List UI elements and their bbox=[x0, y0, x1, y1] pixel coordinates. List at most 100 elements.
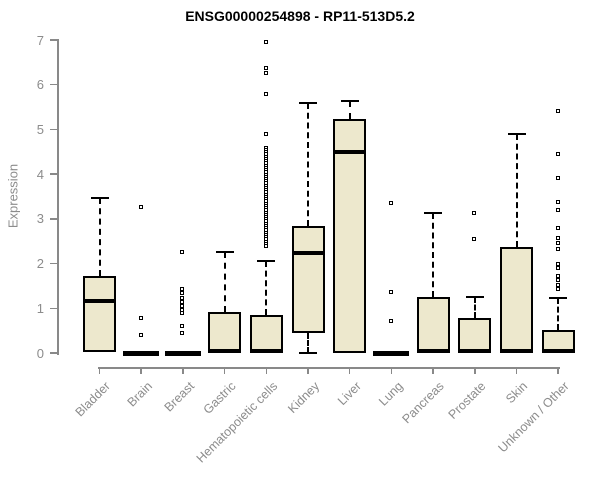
y-axis-tick bbox=[50, 128, 57, 131]
upper-whisker-cap-bladder bbox=[90, 197, 109, 200]
upper-whisker-cap-prostate bbox=[465, 296, 484, 299]
y-tick-label: 6 bbox=[36, 77, 44, 93]
x-axis-tick bbox=[307, 367, 309, 374]
box-kidney bbox=[291, 226, 325, 333]
median-line-liver bbox=[333, 149, 367, 154]
upper-whisker-gastric bbox=[223, 252, 226, 312]
outlier-point-breast bbox=[180, 331, 185, 336]
y-tick-label: 2 bbox=[36, 256, 44, 272]
outlier-point-hematopoietic-cells bbox=[263, 92, 268, 97]
chart-title: ENSG00000254898 - RP11-513D5.2 bbox=[185, 8, 415, 24]
collapsed-box-breast bbox=[164, 350, 201, 356]
outlier-point-unknown-other bbox=[555, 199, 560, 204]
outlier-point-lung bbox=[388, 319, 393, 324]
outlier-point-unknown-other bbox=[555, 208, 560, 213]
outlier-point-unknown-other bbox=[555, 151, 560, 156]
box-pancreas bbox=[416, 297, 450, 353]
y-axis-tick bbox=[50, 307, 57, 310]
y-tick-label: 1 bbox=[36, 300, 44, 316]
collapsed-box-lung bbox=[373, 350, 410, 356]
x-category-label: Prostate bbox=[445, 379, 489, 422]
outlier-point-hematopoietic-cells bbox=[263, 132, 268, 137]
outlier-point-unknown-other bbox=[555, 278, 560, 283]
median-line-prostate bbox=[458, 348, 492, 353]
x-category-label: Gastric bbox=[200, 379, 239, 417]
outlier-point-breast bbox=[180, 291, 185, 296]
x-category-label: Hematopoietic cells bbox=[193, 379, 281, 466]
upper-whisker-cap-gastric bbox=[215, 251, 234, 254]
outlier-point-brain bbox=[138, 332, 143, 337]
outlier-point-lung bbox=[388, 290, 393, 295]
outlier-point-unknown-other bbox=[555, 265, 560, 270]
upper-whisker-cap-unknown-other bbox=[549, 297, 568, 300]
y-axis-tick bbox=[50, 262, 57, 265]
outlier-point-unknown-other bbox=[555, 282, 560, 287]
upper-whisker-prostate bbox=[473, 297, 476, 319]
median-line-skin bbox=[500, 348, 533, 353]
outlier-point-breast bbox=[180, 310, 185, 315]
median-line-gastric bbox=[208, 348, 242, 353]
upper-whisker-pancreas bbox=[432, 213, 435, 298]
upper-whisker-skin bbox=[515, 134, 518, 248]
outlier-point-breast bbox=[180, 300, 185, 305]
y-axis-tick bbox=[50, 173, 57, 175]
box-bladder bbox=[83, 276, 116, 352]
upper-whisker-cap-skin bbox=[507, 133, 526, 136]
outlier-point-hematopoietic-cells bbox=[263, 244, 268, 249]
outlier-point-breast bbox=[180, 323, 185, 328]
upper-whisker-kidney bbox=[307, 102, 309, 226]
y-tick-label: 3 bbox=[36, 211, 44, 227]
x-axis-tick bbox=[432, 367, 434, 374]
outlier-point-brain bbox=[138, 205, 143, 210]
box-liver bbox=[333, 119, 367, 353]
x-axis-tick bbox=[515, 367, 518, 374]
median-line-unknown-other bbox=[541, 348, 575, 353]
median-line-hematopoietic-cells bbox=[249, 348, 283, 353]
lower-whisker-kidney bbox=[307, 332, 309, 353]
x-category-label: Bladder bbox=[73, 379, 114, 420]
x-axis-tick bbox=[182, 367, 184, 374]
outlier-point-hematopoietic-cells bbox=[263, 39, 268, 44]
median-line-bladder bbox=[83, 298, 116, 303]
x-axis-tick bbox=[223, 367, 226, 374]
upper-whisker-liver bbox=[348, 100, 351, 120]
y-axis-tick bbox=[50, 83, 57, 86]
outlier-point-brain bbox=[138, 315, 143, 320]
x-category-label: Brain bbox=[124, 379, 156, 410]
outlier-point-lung bbox=[388, 200, 393, 205]
y-tick-label: 5 bbox=[36, 121, 44, 137]
outlier-point-prostate bbox=[472, 211, 477, 216]
median-line-pancreas bbox=[416, 348, 450, 353]
box-gastric bbox=[208, 311, 242, 353]
upper-whisker-cap-liver bbox=[340, 99, 359, 102]
outlier-point-breast bbox=[180, 304, 185, 309]
upper-whisker-unknown-other bbox=[557, 298, 560, 330]
outlier-point-unknown-other bbox=[555, 273, 560, 278]
outlier-point-unknown-other bbox=[555, 175, 560, 180]
x-category-label: Skin bbox=[503, 379, 531, 407]
upper-whisker-bladder bbox=[98, 198, 101, 277]
upper-whisker-hematopoietic-cells bbox=[265, 261, 268, 315]
y-tick-label: 0 bbox=[36, 345, 44, 361]
outlier-point-hematopoietic-cells bbox=[263, 65, 268, 70]
outlier-point-breast bbox=[180, 295, 185, 300]
median-line-kidney bbox=[291, 250, 325, 255]
upper-whisker-cap-hematopoietic-cells bbox=[257, 260, 276, 263]
x-axis-tick bbox=[557, 367, 559, 374]
y-tick-label: 7 bbox=[36, 32, 44, 48]
y-axis-tick bbox=[50, 218, 57, 220]
upper-whisker-cap-pancreas bbox=[424, 212, 443, 215]
box-prostate bbox=[458, 318, 492, 353]
outlier-point-unknown-other bbox=[555, 246, 560, 251]
outlier-point-prostate bbox=[472, 236, 477, 241]
x-category-label: Breast bbox=[161, 379, 197, 415]
upper-whisker-cap-kidney bbox=[299, 101, 317, 104]
x-axis-tick bbox=[98, 367, 101, 374]
outlier-point-unknown-other bbox=[555, 225, 560, 230]
outlier-point-unknown-other bbox=[555, 109, 560, 114]
x-axis-tick bbox=[265, 367, 268, 374]
outlier-point-unknown-other bbox=[555, 287, 560, 291]
x-axis-tick bbox=[474, 367, 476, 374]
outlier-point-breast bbox=[180, 249, 185, 254]
